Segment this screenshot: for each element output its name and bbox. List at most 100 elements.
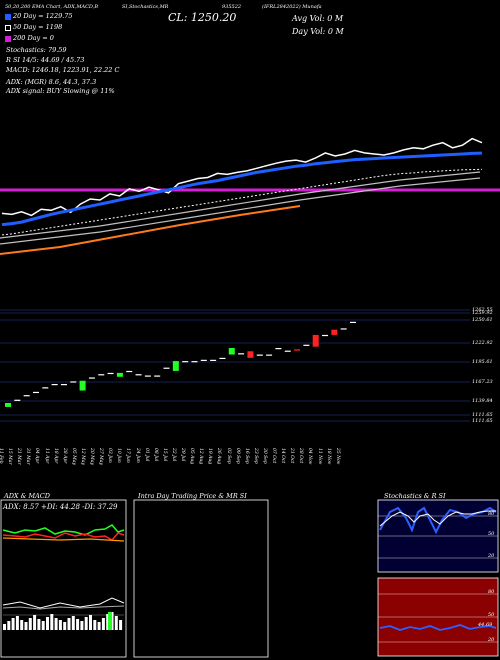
rsi-line	[379, 624, 497, 631]
date-label: 09 Sep	[234, 448, 240, 464]
candle	[23, 395, 30, 397]
date-label: 10 Jun	[116, 448, 122, 463]
date-label: 04 Apr	[34, 448, 40, 464]
candle	[266, 354, 273, 356]
date-label: 14 Oct	[280, 448, 286, 464]
macd-hist-bar	[37, 619, 41, 630]
legend-ema20-swatch	[5, 14, 11, 20]
series-20-day	[1, 151, 483, 227]
stoch-tick-20: 20	[488, 553, 495, 559]
ema-chart	[0, 137, 500, 255]
candle	[79, 380, 86, 391]
macd-hist-bar	[76, 619, 80, 630]
macd-hist-bar	[28, 618, 32, 630]
macd-hist-bar	[41, 621, 45, 630]
macd-hist-bar	[114, 616, 118, 630]
date-label: 05 May	[70, 448, 76, 465]
candle	[107, 372, 114, 375]
macd-hist-bar	[58, 620, 62, 630]
candle	[182, 361, 189, 363]
price-tick: 1250.61	[472, 317, 493, 323]
macd-readout: MACD: 1246.18, 1223.91, 22.22 C	[6, 66, 120, 74]
candle	[154, 375, 161, 377]
candle	[60, 384, 67, 386]
macd-hist-bar	[67, 618, 71, 630]
header-title: (IFRL2842022) Munafa	[262, 4, 322, 10]
date-label: 19 Aug	[207, 448, 213, 465]
date-label: 01 Jul	[143, 448, 149, 462]
candle	[70, 381, 77, 383]
close-price: CL: 1250.20	[168, 11, 237, 24]
macd-hist-bar	[24, 622, 28, 630]
price-tick: 1111.65	[472, 418, 493, 424]
rsi-readout: R SI 14/5: 44.69 / 45.73	[6, 56, 85, 64]
macd-hist-bar	[89, 615, 92, 630]
header-line-mid: SI,Stochastics,MR	[122, 4, 169, 10]
date-label: 24 Jun	[134, 448, 140, 463]
channel-line-lower	[0, 177, 481, 245]
macd-hist-bar	[93, 620, 97, 630]
candle	[322, 334, 329, 337]
macd-hist-bar	[101, 618, 105, 630]
macd-hist-bar	[15, 616, 19, 630]
adx-macd-title: ADX & MACD	[4, 492, 50, 500]
date-label: 28 Oct	[298, 448, 304, 464]
candle	[135, 374, 142, 376]
candle	[238, 353, 245, 355]
rsi-tick-50: 50	[488, 612, 495, 618]
candle	[172, 361, 179, 371]
legend-ema200-swatch	[5, 36, 11, 42]
candle	[98, 374, 105, 376]
candle	[275, 348, 282, 350]
series-price	[1, 137, 483, 217]
date-label: 18 Apr	[52, 448, 58, 464]
header-code: 935522	[222, 4, 242, 10]
price-tick: 1259.92	[472, 310, 493, 316]
adx-plusdi-line	[2, 524, 125, 536]
stoch-tick-80: 80	[488, 511, 495, 517]
legend-ema50: 50 Day = 1198	[13, 23, 63, 31]
header-line: 50,20,200 EMA Chart, ADX,MACD,B	[5, 4, 99, 10]
macd-hist-bar	[54, 618, 58, 630]
candle	[126, 370, 133, 373]
candle	[32, 391, 39, 394]
candle	[228, 348, 235, 355]
candle	[200, 359, 207, 361]
date-label: 29 Jul	[180, 448, 185, 462]
date-label: 17 Jun	[125, 448, 131, 463]
macd-hist-bar	[33, 615, 37, 630]
date-label: 26 Aug	[216, 448, 222, 465]
candle	[340, 328, 347, 330]
macd-signal-line	[2, 605, 125, 610]
date-label: 30 Sep	[261, 448, 267, 464]
candle	[312, 334, 319, 347]
date-label: 31 Mar	[25, 448, 31, 465]
rsi-tick-20: 20	[488, 637, 495, 643]
candle	[116, 372, 123, 377]
stochastics-readout: Stochastics: 79.59	[6, 46, 67, 54]
day-volume: Day Vol: 0 M	[292, 27, 344, 36]
candle	[303, 344, 310, 346]
adx-macd-frame	[0, 499, 127, 658]
date-label: 11 Apr	[43, 448, 49, 464]
date-label: 11 Feb	[0, 448, 3, 464]
macd-hist-bar	[7, 621, 11, 630]
date-label: 21 Oct	[289, 448, 295, 464]
date-label: 28 Apr	[61, 448, 67, 464]
price-tick: 1111.65	[472, 412, 493, 418]
intraday-frame	[133, 499, 269, 658]
candle	[88, 377, 95, 379]
candle	[210, 359, 217, 361]
macd-hist-bar	[97, 622, 101, 630]
candle-chart	[0, 309, 470, 422]
price-tick: 1262.55	[472, 307, 493, 313]
candle	[247, 351, 254, 358]
candle	[191, 361, 198, 363]
stoch-rsi-title: Stochastics & R SI	[384, 492, 446, 500]
date-label: 27 May	[98, 448, 104, 465]
avg-volume: Avg Vol: 0 M	[292, 14, 344, 23]
macd-hist-bar	[3, 624, 6, 630]
date-label: 21 Mar	[16, 448, 22, 465]
rsi-value-label: 44.69	[478, 622, 493, 628]
date-label: 08 Jul	[152, 448, 158, 462]
